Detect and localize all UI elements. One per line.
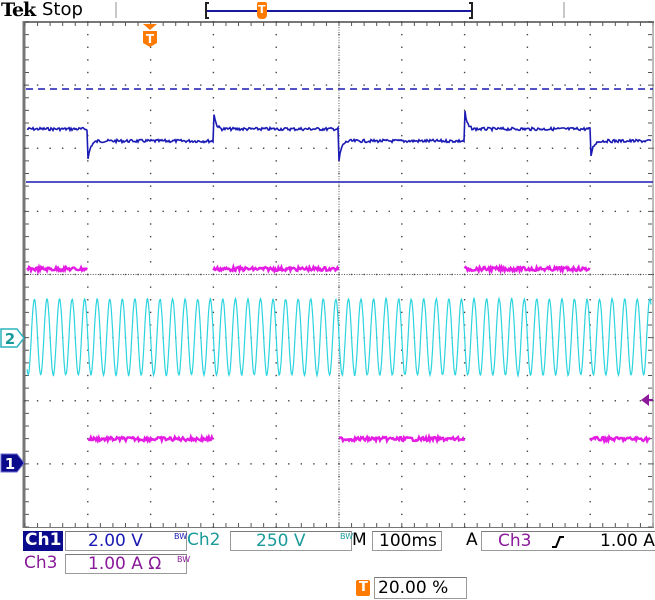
trigger-level-arrow-icon — [641, 394, 653, 406]
trigger-position-icon: T — [143, 24, 157, 47]
record-line — [207, 10, 471, 12]
ch2-bw-limit-icon: BW — [340, 532, 354, 541]
timebase-value: 100ms — [379, 531, 437, 551]
trigger-position-icon — [257, 2, 267, 19]
trigger-source: Ch3 — [498, 531, 532, 551]
svg-text:T: T — [146, 32, 155, 46]
ch3-label[interactable]: Ch3 — [24, 553, 58, 573]
ch3-bw-limit-icon: BW — [177, 555, 191, 564]
svg-text:1: 1 — [5, 455, 15, 473]
trigger-level: 1.00 A — [600, 531, 655, 551]
ch1-bw-limit-icon: BW — [174, 532, 188, 541]
ch1-label[interactable]: Ch1 — [23, 530, 63, 551]
svg-text:2: 2 — [5, 330, 15, 348]
header-divider — [115, 2, 117, 18]
ch3-scale-box[interactable]: 1.00 A Ω — [65, 554, 187, 574]
timebase-box[interactable]: 100ms — [372, 531, 442, 551]
graticule-grid — [24, 21, 654, 528]
ch2-scale-box[interactable]: 250 V — [230, 531, 352, 551]
trigger-mode: A — [466, 530, 478, 550]
ch1-ground-marker[interactable]: 1 — [0, 453, 26, 473]
ch2-scale: 250 V — [256, 531, 306, 551]
header-divider — [563, 2, 565, 18]
waveforms — [26, 110, 652, 445]
waveform-display: T — [22, 21, 654, 528]
record-bracket-left — [205, 2, 209, 19]
trigger-position-box[interactable]: 20.00 % — [374, 577, 467, 599]
ch3-scale: 1.00 A Ω — [88, 554, 162, 574]
record-bracket-right — [469, 2, 473, 19]
trigger-position-readout-icon: T — [356, 580, 370, 596]
ch1-scale-box[interactable]: 2.00 V — [65, 531, 187, 551]
timebase-label: M — [352, 530, 367, 550]
record-view-bar — [205, 2, 473, 19]
rising-edge-icon — [552, 536, 564, 548]
acquisition-state: Stop — [42, 0, 83, 20]
ch2-ground-marker[interactable]: 2 — [0, 328, 26, 348]
trigger-position-value: 20.00 % — [378, 578, 449, 598]
ch2-label[interactable]: Ch2 — [187, 530, 221, 550]
trigger-box[interactable]: Ch3 1.00 A — [481, 531, 655, 551]
brand-logo: Tek — [1, 0, 36, 21]
ch1-scale: 2.00 V — [88, 531, 143, 551]
